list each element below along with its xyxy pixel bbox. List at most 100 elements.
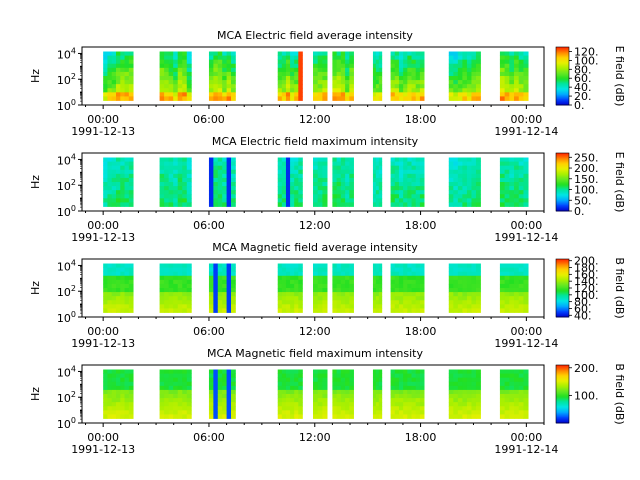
heatmap-cell <box>390 80 396 85</box>
heatmap-cell <box>213 173 219 179</box>
heatmap-cell <box>322 373 328 379</box>
x-tick-label: 18:00 <box>405 325 437 338</box>
heatmap-cell <box>285 63 291 69</box>
heatmap-cell <box>514 80 520 85</box>
heatmap-cell <box>332 288 338 293</box>
heatmap-cell <box>336 292 342 297</box>
heatmap-cell <box>457 267 463 273</box>
heatmap-cell <box>462 389 468 395</box>
heatmap-cell <box>332 275 338 281</box>
heatmap-cell <box>375 300 380 305</box>
heatmap-cell <box>285 76 291 81</box>
heatmap-cell <box>415 55 421 61</box>
heatmap-cell <box>107 161 113 167</box>
heatmap-cell <box>217 410 223 415</box>
heatmap-cell <box>475 76 481 81</box>
heatmap-cell <box>111 169 117 175</box>
colorbar-cell <box>556 77 569 79</box>
colorbar-cell <box>556 366 569 368</box>
heatmap-cell <box>475 161 481 167</box>
heatmap-cell <box>398 263 404 268</box>
heatmap-cell <box>124 292 130 297</box>
heatmap-cell <box>159 96 165 101</box>
heatmap-cell <box>349 51 354 56</box>
heatmap-cell <box>345 271 350 277</box>
heatmap-cell <box>375 385 380 391</box>
heatmap-cell <box>514 292 520 297</box>
heatmap-cell <box>290 177 295 183</box>
heatmap-cell <box>120 394 125 399</box>
heatmap-cell <box>523 279 529 285</box>
heatmap-cell <box>372 414 377 419</box>
heatmap-cell <box>471 402 477 407</box>
heatmap-cell <box>213 279 219 285</box>
heatmap-cell <box>336 80 342 85</box>
heatmap-cell <box>403 55 408 61</box>
heatmap-cell <box>159 92 165 97</box>
heatmap-cell <box>208 267 214 273</box>
data-block <box>499 157 529 207</box>
colorbar-cell <box>556 421 569 424</box>
heatmap-cell <box>466 406 472 411</box>
heatmap-cell <box>372 373 377 379</box>
colorbar-cell <box>556 379 569 382</box>
heatmap-cell <box>499 308 506 313</box>
heatmap-cell <box>372 67 377 73</box>
heatmap-cell <box>217 279 223 285</box>
heatmap-cell <box>398 182 404 187</box>
heatmap-cell <box>226 88 232 93</box>
heatmap-cell <box>390 59 396 65</box>
heatmap-cell <box>208 369 214 374</box>
heatmap-cell <box>471 288 477 293</box>
data-block <box>103 157 134 207</box>
heatmap-cell <box>103 186 108 191</box>
heatmap-cell <box>164 279 170 285</box>
heatmap-cell <box>398 169 404 175</box>
heatmap-cell <box>514 51 520 56</box>
heatmap-cell <box>448 394 454 399</box>
heatmap-cell <box>390 92 396 97</box>
colorbar-cell <box>556 69 569 72</box>
heatmap-cell <box>471 71 477 77</box>
heatmap-cell <box>182 194 188 199</box>
heatmap-cell <box>332 292 338 297</box>
heatmap-cell <box>349 369 354 374</box>
heatmap-cell <box>107 267 113 273</box>
heatmap-cell <box>340 398 346 403</box>
heatmap-cell <box>398 292 404 297</box>
heatmap-cell <box>182 84 188 89</box>
colorbar-frame <box>555 364 570 424</box>
heatmap-cell <box>394 300 400 305</box>
heatmap-cell <box>349 283 354 289</box>
heatmap-cell <box>394 186 400 191</box>
colorbar-cell <box>556 263 569 266</box>
colorbar-cell <box>556 163 569 166</box>
heatmap-cell <box>277 194 283 199</box>
heatmap-cell <box>277 300 283 305</box>
heatmap-cell <box>281 169 287 175</box>
heatmap-cell <box>509 202 515 207</box>
heatmap-cell <box>398 71 404 77</box>
heatmap-cell <box>168 410 174 415</box>
colorbar: 200.180.160.140.120.100.80.60.40. B field… <box>555 255 626 322</box>
heatmap-cell <box>419 373 425 379</box>
colorbar-cell <box>556 65 569 67</box>
heatmap-cell <box>120 402 125 407</box>
heatmap-cell <box>277 88 283 93</box>
heatmap-cell <box>332 202 338 207</box>
heatmap-cell <box>504 80 510 85</box>
colorbar-cell <box>556 273 569 276</box>
heatmap-cell <box>168 157 174 162</box>
heatmap-cell <box>226 67 232 73</box>
heatmap-cell <box>168 80 174 85</box>
heatmap-cell <box>394 80 400 85</box>
heatmap-cell <box>372 59 377 65</box>
heatmap-cell <box>322 161 328 167</box>
heatmap-cell <box>499 202 506 207</box>
heatmap-cell <box>375 406 380 411</box>
colorbar-frame <box>555 152 570 212</box>
heatmap-cell <box>313 377 319 383</box>
colorbar-cell <box>556 419 569 422</box>
heatmap-cell <box>457 194 463 199</box>
heatmap-cell <box>466 292 472 297</box>
